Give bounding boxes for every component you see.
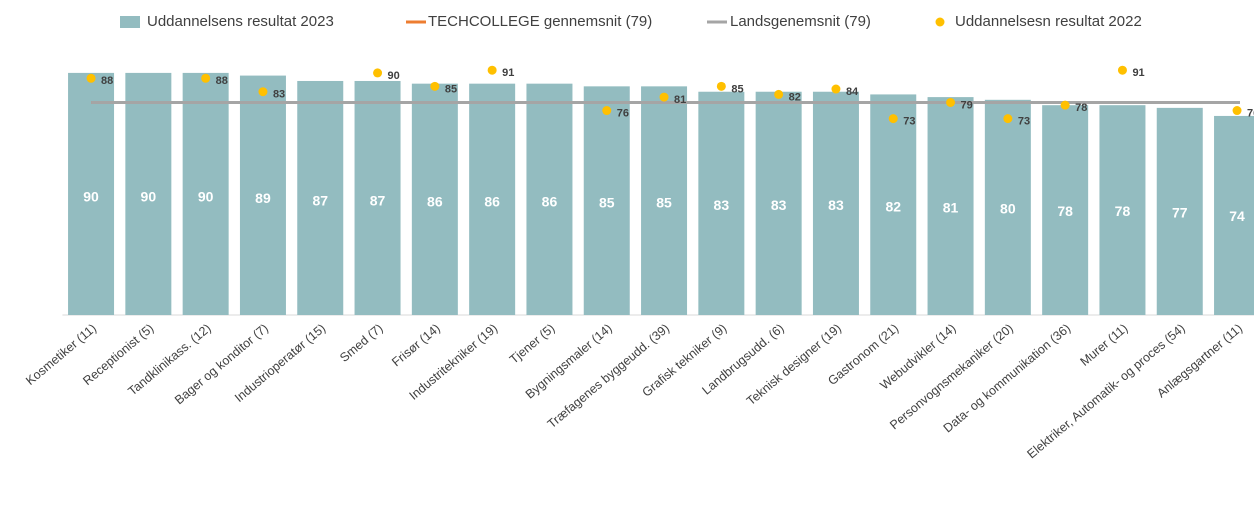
dot xyxy=(774,89,784,99)
dot xyxy=(258,87,268,97)
bar-label: 86 xyxy=(427,194,443,210)
dot-label: 91 xyxy=(502,67,514,79)
dot-label: 82 xyxy=(789,91,801,103)
bar xyxy=(297,80,344,315)
dot-label: 79 xyxy=(961,99,973,111)
bar-label: 87 xyxy=(312,192,328,208)
dot xyxy=(201,73,211,83)
x-tick-label: Træfagenes byggeudd. (39) xyxy=(545,321,672,431)
x-tick-label: Tjener (5) xyxy=(507,321,558,367)
dot-label: 83 xyxy=(273,89,285,101)
bar xyxy=(755,91,802,315)
bar xyxy=(239,75,286,315)
bar xyxy=(526,83,573,315)
dot-label: 81 xyxy=(674,94,686,106)
dot-label: 84 xyxy=(846,86,859,98)
bar-label: 87 xyxy=(370,192,386,208)
bar-label: 85 xyxy=(656,195,672,211)
dot-label: 88 xyxy=(101,75,113,87)
bar xyxy=(698,91,745,315)
bar xyxy=(641,86,688,315)
x-tick-label: Smed (7) xyxy=(337,321,385,365)
bar-label: 77 xyxy=(1172,204,1188,220)
bar-label: 90 xyxy=(198,189,214,205)
dot xyxy=(602,106,612,116)
bar-label: 89 xyxy=(255,190,271,206)
dot-label: 76 xyxy=(617,107,629,119)
x-tick-label: Murer (11) xyxy=(1078,321,1131,369)
legend-label: TECHCOLLEGE gennemsnit (79) xyxy=(428,13,652,30)
bar xyxy=(1156,107,1203,316)
bar-label: 86 xyxy=(542,194,558,210)
bar-label: 78 xyxy=(1115,203,1131,219)
bar-label: 85 xyxy=(599,195,615,211)
bar xyxy=(68,72,115,316)
bar xyxy=(1099,105,1146,316)
bar-label: 83 xyxy=(714,197,730,213)
bar xyxy=(1214,115,1254,315)
dot-label: 85 xyxy=(731,83,743,95)
x-tick-label: Bager og konditor (7) xyxy=(172,321,271,407)
bar-label: 82 xyxy=(885,198,901,214)
bar xyxy=(182,72,229,316)
dot xyxy=(716,81,726,91)
dot-label: 91 xyxy=(1132,67,1144,79)
dot xyxy=(1117,65,1127,75)
dot xyxy=(888,114,898,124)
dot-label: 88 xyxy=(216,75,228,87)
bar-label: 90 xyxy=(83,189,99,205)
dot xyxy=(1232,106,1242,116)
bar-label: 81 xyxy=(943,200,959,216)
dot xyxy=(946,97,956,107)
x-tick-label: Teknisk designer (19) xyxy=(744,321,844,408)
dot xyxy=(831,84,841,94)
bar xyxy=(812,91,859,315)
dot xyxy=(1060,100,1070,110)
bar xyxy=(469,83,516,315)
bar-label: 74 xyxy=(1229,208,1245,224)
bar-label: 80 xyxy=(1000,201,1016,217)
bar-label: 78 xyxy=(1057,203,1073,219)
legend-label: Uddannelsens resultat 2023 xyxy=(147,13,334,30)
dot-label: 73 xyxy=(903,116,915,128)
bar-label: 86 xyxy=(484,194,500,210)
bar xyxy=(984,99,1031,315)
bar xyxy=(411,83,458,315)
dot xyxy=(373,68,383,78)
bar xyxy=(583,86,630,315)
legend-swatch xyxy=(935,17,945,27)
bar xyxy=(354,80,401,315)
x-tick-label: Frisør (14) xyxy=(389,321,443,369)
bar xyxy=(125,72,172,316)
legend-swatch xyxy=(120,16,140,28)
dot-label: 78 xyxy=(1075,102,1087,114)
bar xyxy=(870,94,917,315)
dot xyxy=(1003,114,1013,124)
dot xyxy=(487,65,497,75)
legend-label: Uddannelsesn resultat 2022 xyxy=(955,13,1142,30)
bar-label: 83 xyxy=(771,197,787,213)
dot-label: 76 xyxy=(1247,107,1254,119)
dot xyxy=(659,92,669,102)
dot xyxy=(86,73,96,83)
bar xyxy=(1042,105,1089,316)
legend-label: Landsgenemsnit (79) xyxy=(730,13,871,30)
bar-label: 90 xyxy=(141,189,157,205)
bar-label: 83 xyxy=(828,197,844,213)
dot-label: 73 xyxy=(1018,116,1030,128)
dot-label: 85 xyxy=(445,83,457,95)
bar xyxy=(927,97,974,315)
dot-label: 90 xyxy=(388,70,400,82)
dot xyxy=(430,81,440,91)
